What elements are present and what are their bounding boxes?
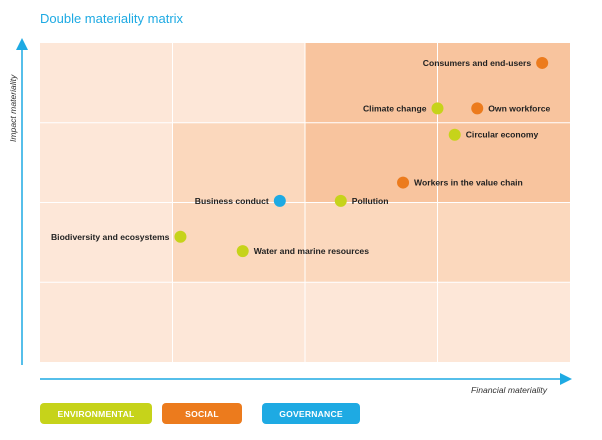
matrix-cell — [437, 202, 570, 283]
matrix-cell — [40, 282, 173, 362]
matrix-background — [40, 43, 570, 362]
matrix-cell — [305, 43, 438, 123]
label-water-and-marine-resources: Water and marine resources — [254, 246, 369, 256]
matrix-cell — [305, 202, 438, 283]
point-climate-change — [431, 102, 444, 115]
label-business-conduct: Business conduct — [195, 196, 269, 206]
legend-social: SOCIAL — [162, 403, 242, 424]
matrix-cell — [172, 202, 305, 283]
label-own-workforce: Own workforce — [488, 103, 550, 113]
matrix-cell — [172, 122, 305, 203]
matrix-cell — [305, 282, 438, 362]
label-pollution: Pollution — [352, 196, 389, 206]
matrix-cell — [40, 122, 173, 203]
point-circular-economy — [448, 128, 461, 141]
point-workers-in-the-value-chain — [397, 176, 410, 189]
legend-environmental: ENVIRONMENTAL — [40, 403, 152, 424]
matrix-cell — [40, 202, 173, 283]
matrix-cell — [437, 282, 570, 362]
label-climate-change: Climate change — [363, 103, 427, 113]
label-consumers-and-end-users: Consumers and end-users — [423, 58, 532, 68]
matrix-cell — [305, 122, 438, 203]
point-pollution — [334, 194, 347, 207]
point-water-and-marine-resources — [236, 245, 249, 258]
grid-lines — [40, 43, 570, 362]
point-biodiversity-and-ecosystems — [174, 230, 187, 243]
data-points: Consumers and end-users Climate change Own… — [51, 56, 551, 258]
point-own-workforce — [471, 102, 484, 115]
label-circular-economy: Circular economy — [466, 130, 539, 140]
label-workers-in-the-value-chain: Workers in the value chain — [414, 178, 523, 188]
x-axis-label: Financial materiality — [471, 385, 548, 395]
matrix-cell — [172, 43, 305, 123]
point-consumers-and-end-users — [536, 56, 549, 69]
legend-governance: GOVERNANCE — [262, 403, 360, 424]
matrix-cell — [40, 43, 173, 123]
matrix-cell — [172, 282, 305, 362]
label-biodiversity-and-ecosystems: Biodiversity and ecosystems — [51, 232, 170, 242]
chart-title: Double materiality matrix — [40, 11, 184, 26]
point-business-conduct — [273, 194, 286, 207]
matrix-cell — [437, 43, 570, 123]
y-axis-label: Impact materiality — [8, 74, 18, 142]
